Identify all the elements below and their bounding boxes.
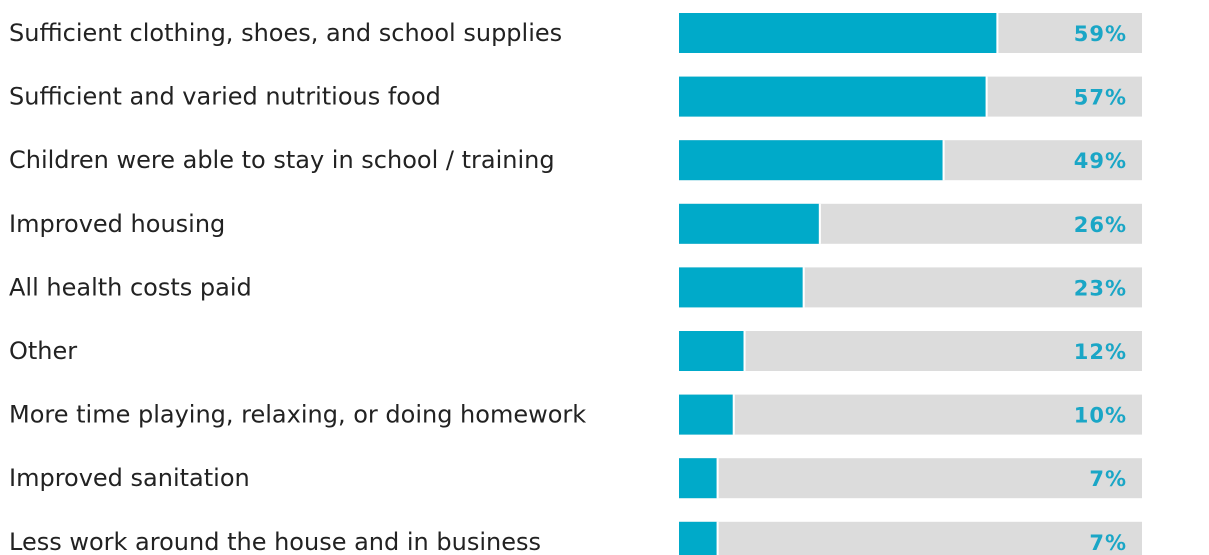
- category-label: Other: [9, 337, 77, 365]
- bar-gap: [732, 394, 735, 435]
- value-label: 12%: [1074, 340, 1127, 364]
- category-label: Less work around the house and in busine…: [9, 528, 541, 555]
- bar: [679, 267, 803, 308]
- value-label: 7%: [1089, 467, 1127, 491]
- category-label: Children were able to stay in school / t…: [9, 146, 555, 174]
- value-label: 23%: [1074, 276, 1127, 300]
- bar: [679, 13, 997, 53]
- bar-track: [679, 458, 1142, 499]
- bar: [679, 203, 819, 244]
- bar-track: [679, 521, 1142, 555]
- bar: [679, 394, 733, 435]
- bar: [679, 331, 744, 371]
- bar: [679, 76, 986, 117]
- bar-gap: [985, 76, 988, 117]
- bar: [679, 521, 717, 555]
- category-label: Sufficient and varied nutritious food: [9, 83, 441, 111]
- bar-gap: [716, 521, 719, 555]
- category-label: Sufficient clothing, shoes, and school s…: [9, 19, 562, 47]
- category-label: Improved sanitation: [9, 464, 250, 492]
- value-label: 57%: [1074, 86, 1127, 110]
- bar: [679, 140, 943, 181]
- value-label: 10%: [1074, 404, 1127, 428]
- value-label: 7%: [1089, 531, 1127, 555]
- bar-gap: [716, 458, 719, 499]
- bar-gap: [942, 140, 945, 181]
- value-label: 26%: [1074, 213, 1127, 237]
- bar-gap: [996, 13, 999, 53]
- value-label: 59%: [1074, 22, 1127, 46]
- bar-track: [679, 394, 1142, 435]
- bar-gap: [802, 267, 805, 308]
- category-label: Improved housing: [9, 210, 225, 238]
- value-label: 49%: [1074, 149, 1127, 173]
- category-label: All health costs paid: [9, 273, 252, 301]
- bar-gap: [818, 203, 821, 244]
- bar-gap: [743, 331, 746, 371]
- bar-track: [679, 331, 1142, 371]
- category-label: More time playing, relaxing, or doing ho…: [9, 401, 586, 429]
- bar: [679, 458, 717, 499]
